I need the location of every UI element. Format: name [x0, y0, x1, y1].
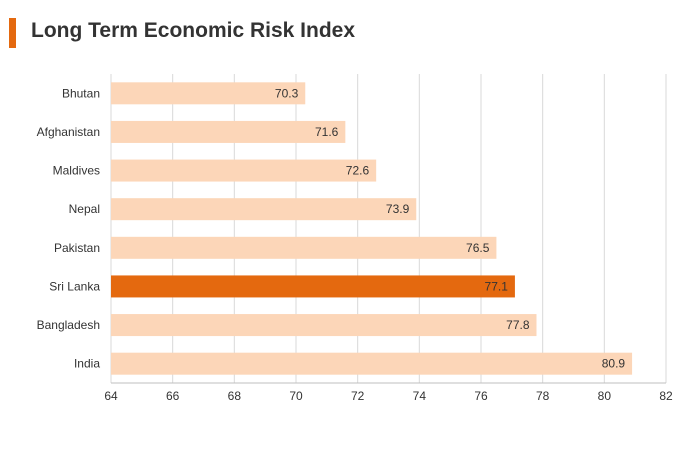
data-label: 70.3 [275, 86, 299, 100]
data-label: 77.8 [506, 318, 530, 332]
x-tick-label: 74 [413, 389, 427, 403]
category-label: Bhutan [62, 86, 100, 100]
chart-title: Long Term Economic Risk Index [31, 19, 356, 42]
title-accent-bar [9, 18, 16, 48]
x-tick-label: 76 [474, 389, 488, 403]
category-label: Maldives [53, 164, 100, 178]
x-tick-label: 66 [166, 389, 180, 403]
bar [111, 198, 417, 221]
category-label: India [74, 357, 100, 371]
x-tick-label: 78 [536, 389, 550, 403]
category-label: Nepal [69, 202, 100, 216]
data-label: 80.9 [602, 357, 626, 371]
data-label: 77.1 [485, 279, 509, 293]
category-label: Afghanistan [37, 125, 100, 139]
bar [111, 159, 377, 182]
data-label: 73.9 [386, 202, 410, 216]
bar [111, 352, 633, 375]
x-tick-label: 70 [289, 389, 303, 403]
category-label: Bangladesh [37, 318, 100, 332]
data-label: 72.6 [346, 164, 370, 178]
category-label: Sri Lanka [49, 279, 100, 293]
bar [111, 236, 497, 259]
x-tick-label: 64 [104, 389, 118, 403]
category-label: Pakistan [54, 241, 100, 255]
data-label: 71.6 [315, 125, 339, 139]
x-tick-label: 82 [659, 389, 673, 403]
bar [111, 314, 537, 337]
x-tick-label: 68 [228, 389, 242, 403]
x-tick-label: 80 [598, 389, 612, 403]
data-label: 76.5 [466, 241, 490, 255]
bar-highlighted [111, 275, 515, 298]
bar [111, 82, 306, 105]
x-tick-label: 72 [351, 389, 365, 403]
bar [111, 120, 346, 143]
